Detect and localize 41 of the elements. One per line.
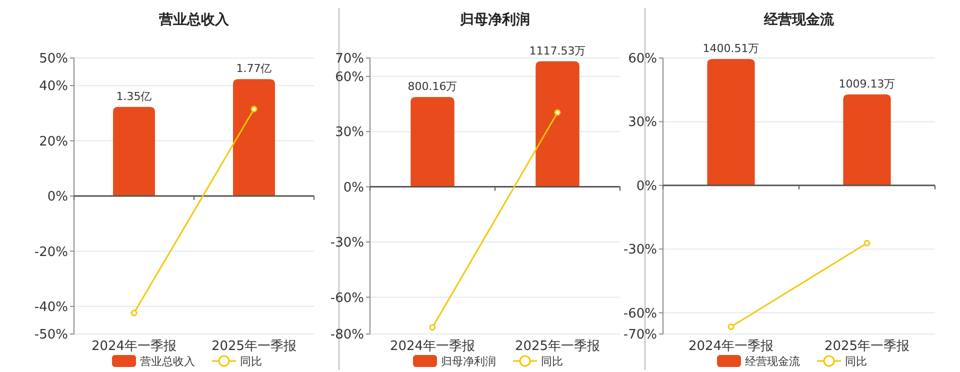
x-tick-label: 2025年一季报 bbox=[824, 339, 910, 354]
y-tick-label: -20% bbox=[34, 244, 68, 260]
chart-title: 经营现金流 bbox=[763, 11, 835, 28]
chart-title: 归母净利润 bbox=[459, 11, 530, 28]
data-label: 1.35亿 bbox=[116, 90, 152, 103]
x-tick-label: 2024年一季报 bbox=[688, 339, 774, 354]
data-label: 800.16万 bbox=[408, 80, 458, 93]
legend-label: 同比 bbox=[541, 354, 563, 368]
y-tick-label: 20% bbox=[39, 134, 68, 150]
legend-label: 经营现金流 bbox=[745, 354, 800, 368]
data-label: 1400.51万 bbox=[702, 42, 760, 56]
data-label: 1.77亿 bbox=[236, 62, 272, 76]
data-label: 1009.13万 bbox=[838, 77, 896, 90]
y-tick-label: 0% bbox=[343, 180, 364, 196]
y-tick-label: -30% bbox=[623, 242, 657, 258]
y-tick-label: 70% bbox=[335, 52, 364, 67]
y-tick-label: -60% bbox=[623, 306, 657, 322]
y-tick-label: -50% bbox=[34, 328, 68, 343]
y-tick-label: 30% bbox=[335, 125, 364, 140]
y-tick-label: 0% bbox=[47, 190, 68, 205]
x-tick-label: 2024年一季报 bbox=[91, 339, 177, 354]
legend-label: 同比 bbox=[240, 354, 262, 368]
data-label: 1117.53万 bbox=[529, 44, 586, 58]
y-tick-label: -40% bbox=[34, 300, 68, 315]
legend-label: 同比 bbox=[845, 354, 867, 368]
legend-label: 归母净利润 bbox=[441, 354, 496, 368]
x-tick-label: 2025年一季报 bbox=[514, 339, 600, 354]
y-tick-label: -70% bbox=[623, 328, 657, 343]
y-tick-label: 0% bbox=[636, 178, 657, 194]
legend-label: 营业总收入 bbox=[140, 354, 195, 368]
y-tick-label: 60% bbox=[628, 52, 657, 67]
y-tick-label: -30% bbox=[330, 236, 364, 251]
y-tick-label: -60% bbox=[330, 290, 364, 306]
y-tick-label: 30% bbox=[628, 115, 657, 130]
chart-title: 营业总收入 bbox=[158, 12, 230, 28]
y-tick-label: 60% bbox=[335, 70, 364, 85]
y-tick-label: 40% bbox=[39, 79, 68, 94]
x-tick-label: 2024年一季报 bbox=[390, 339, 476, 354]
y-tick-label: -80% bbox=[330, 328, 364, 343]
y-tick-label: 50% bbox=[39, 52, 68, 67]
x-tick-label: 2025年一季报 bbox=[211, 339, 297, 354]
